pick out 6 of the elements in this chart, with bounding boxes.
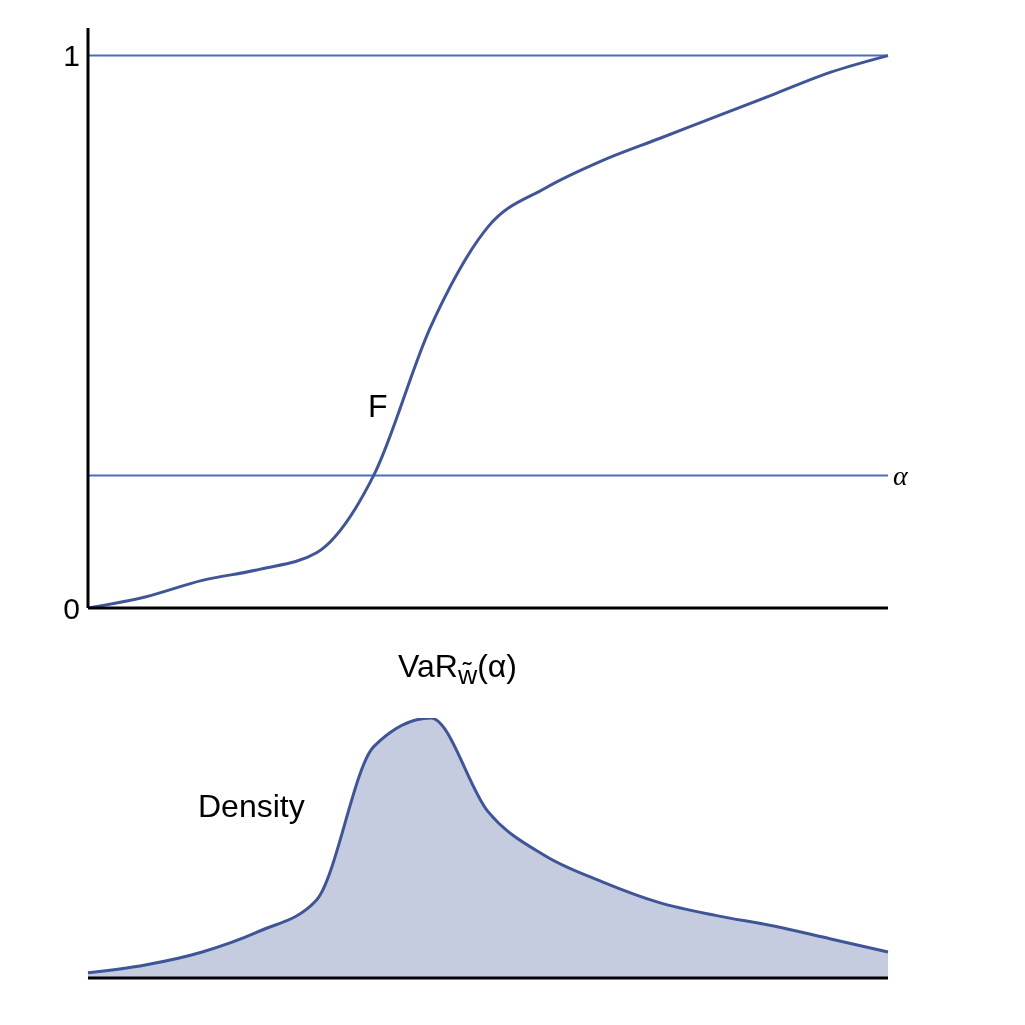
y-tick-label: 0 bbox=[63, 591, 80, 625]
annotation: F bbox=[368, 388, 388, 425]
annotation: Density bbox=[198, 788, 305, 825]
y-tick-label: 1 bbox=[63, 39, 80, 73]
text: VaR$_{w̃}$(α) bbox=[398, 648, 517, 692]
ref-line-label: α bbox=[893, 460, 909, 492]
